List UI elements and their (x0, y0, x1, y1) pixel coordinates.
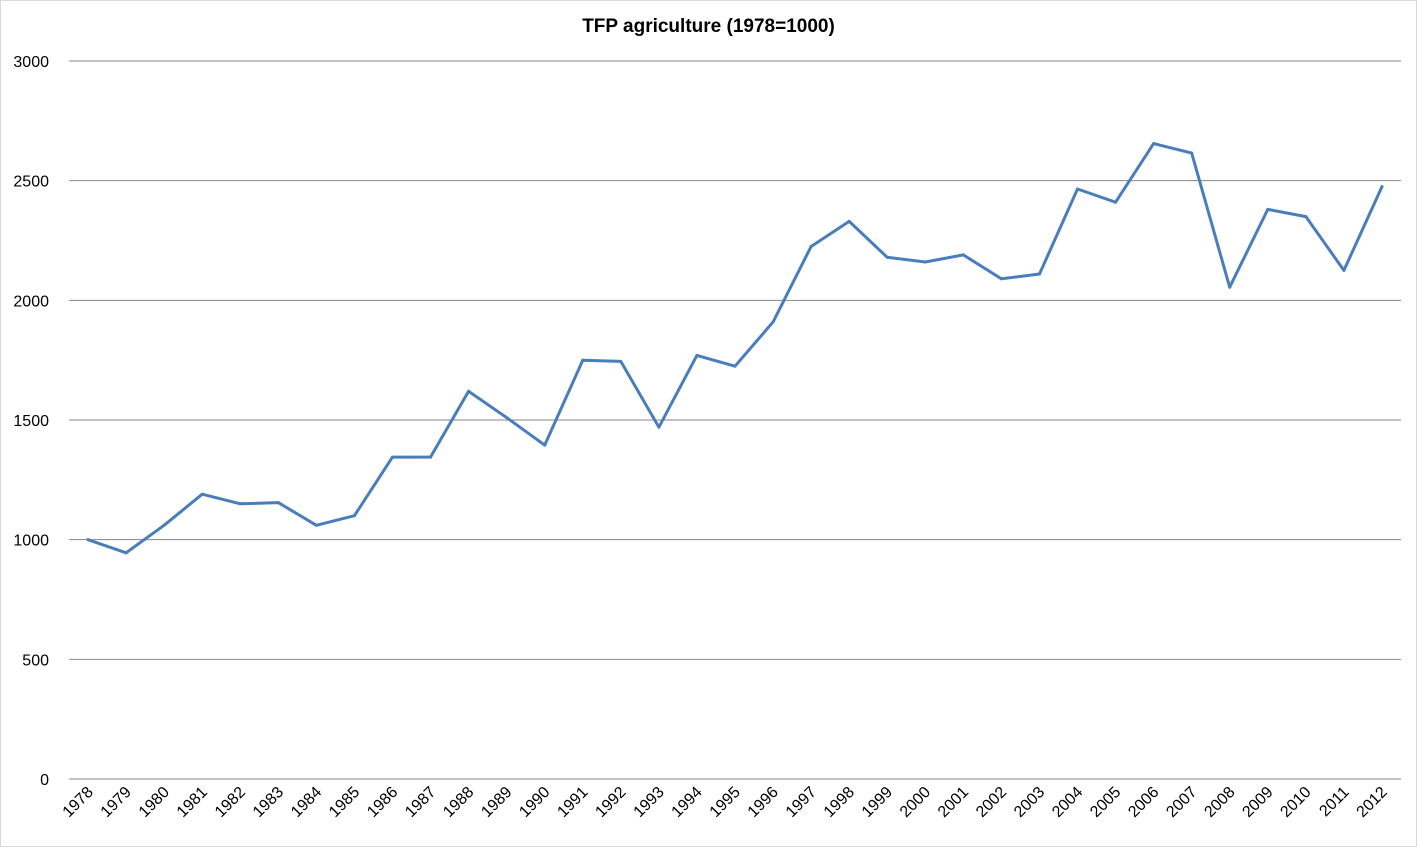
x-tick-label: 1995 (707, 784, 744, 821)
data-point (885, 255, 889, 259)
x-tick-label: 1999 (859, 784, 896, 821)
x-tick-label: 2007 (1163, 784, 1200, 821)
x-tick-label: 1979 (98, 784, 135, 821)
data-point (543, 443, 547, 447)
data-point (467, 389, 471, 393)
series-group (86, 142, 1384, 555)
data-point (314, 523, 318, 527)
data-point (581, 358, 585, 362)
data-point (238, 502, 242, 506)
x-tick-label: 2005 (1087, 784, 1124, 821)
x-tick-label: 1997 (783, 784, 820, 821)
x-tick-label: 2006 (1125, 784, 1162, 821)
data-point (1380, 185, 1384, 189)
y-tick-label: 2000 (13, 293, 49, 310)
x-tick-label: 2004 (1049, 784, 1086, 821)
y-tick-label: 1500 (13, 413, 49, 430)
data-point (657, 425, 661, 429)
data-point (961, 253, 965, 257)
data-point (1228, 285, 1232, 289)
x-tick-label: 2011 (1316, 784, 1352, 820)
x-tick-label: 2003 (1011, 784, 1048, 821)
data-point (1304, 215, 1308, 219)
data-point (999, 277, 1003, 281)
data-point (923, 260, 927, 264)
x-tick-label: 1988 (440, 784, 477, 821)
data-point (1076, 187, 1080, 191)
data-point (162, 523, 166, 527)
x-tick-label: 1998 (821, 784, 858, 821)
gridlines (69, 60, 1401, 660)
data-point (695, 353, 699, 357)
data-point (1342, 268, 1346, 272)
data-point (390, 455, 394, 459)
y-tick-label: 3000 (13, 54, 49, 71)
x-tick-label: 1990 (516, 784, 553, 821)
y-axis-ticks: 0 500 1000 1500 2000 2500 3000 (13, 54, 49, 789)
x-axis-ticks: 1978 1979 1980 1981 1982 1983 1984 1985 1986 1987… (60, 784, 1391, 821)
x-tick-label: 2000 (897, 784, 934, 821)
data-point (1152, 142, 1156, 146)
data-point (124, 551, 128, 555)
x-tick-label: 1983 (250, 784, 287, 821)
y-tick-label: 500 (22, 652, 49, 669)
data-point (809, 244, 813, 248)
x-tick-label: 1993 (631, 784, 668, 821)
data-point (86, 538, 90, 542)
chart-title: TFP agriculture (1978=1000) (582, 16, 835, 37)
x-tick-label: 2001 (935, 784, 972, 821)
x-tick-label: 1984 (288, 784, 325, 821)
data-point (352, 514, 356, 518)
x-tick-label: 1994 (669, 784, 706, 821)
x-tick-label: 2008 (1201, 784, 1238, 821)
x-tick-label: 1982 (212, 784, 249, 821)
x-tick-label: 1978 (60, 784, 97, 821)
x-tick-label: 1986 (364, 784, 401, 821)
data-point (619, 359, 623, 363)
x-tick-label: 1989 (478, 784, 515, 821)
x-tick-label: 2009 (1239, 784, 1276, 821)
data-point (733, 364, 737, 368)
x-tick-label: 1987 (402, 784, 439, 821)
data-point (276, 501, 280, 505)
x-tick-label: 1980 (136, 784, 173, 821)
x-tick-label: 2012 (1354, 784, 1391, 821)
data-point (505, 416, 509, 420)
data-point (771, 320, 775, 324)
x-tick-label: 1991 (554, 784, 591, 821)
x-tick-label: 1985 (326, 784, 363, 821)
data-point (1037, 272, 1041, 276)
data-point (1114, 200, 1118, 204)
x-tick-label: 1996 (745, 784, 782, 821)
data-point (1190, 151, 1194, 155)
data-point (847, 219, 851, 223)
series-line (86, 142, 1384, 555)
x-tick-label: 2002 (973, 784, 1010, 821)
data-point (200, 492, 204, 496)
x-tick-label: 1981 (174, 784, 211, 821)
x-tick-label: 2010 (1277, 784, 1314, 821)
y-tick-label: 2500 (13, 174, 49, 191)
x-tick-label: 1992 (592, 784, 629, 821)
data-point (1266, 207, 1270, 211)
data-point (429, 455, 433, 459)
y-tick-label: 0 (40, 772, 49, 789)
y-tick-label: 1000 (13, 533, 49, 550)
